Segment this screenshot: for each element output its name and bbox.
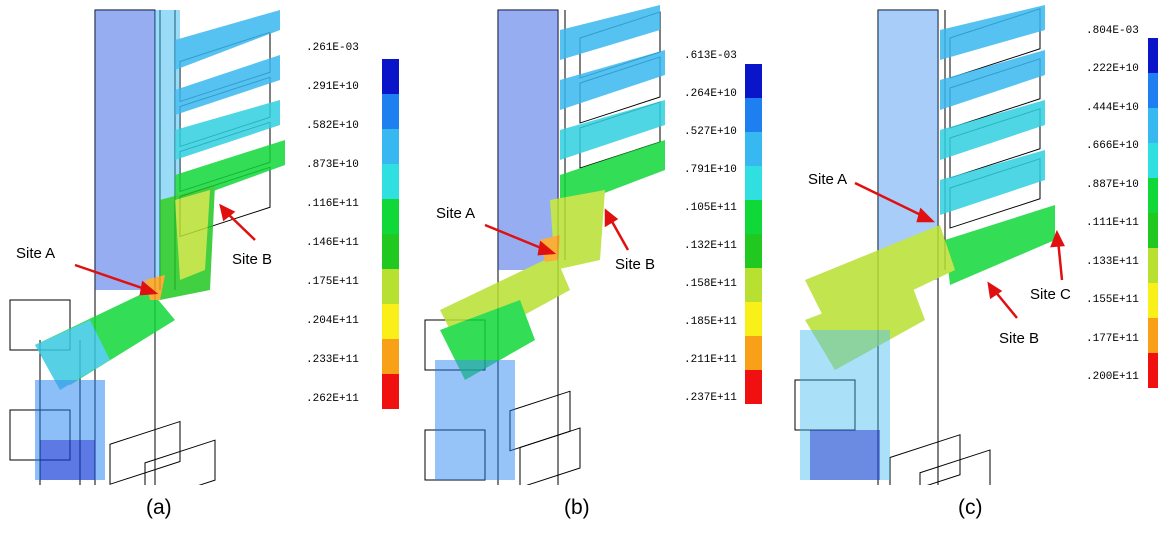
legend-value: .666E+10 [1086, 140, 1139, 152]
panel-c: Site A Site B Site C .804E-03 .222E+10 .… [790, 0, 1158, 539]
legend-value: .613E-03 [684, 50, 737, 62]
legend-value: .261E-03 [306, 42, 359, 54]
colorbar-a [382, 59, 399, 409]
legend-value: .132E+11 [684, 240, 737, 252]
flow-visualization-c [794, 5, 1065, 485]
legend-value: .146E+11 [306, 237, 359, 249]
legend-value: .233E+11 [306, 354, 359, 366]
legend-value: .291E+10 [306, 81, 359, 93]
caption-c: (c) [958, 496, 983, 519]
legend-value: .204E+11 [306, 315, 359, 327]
legend-value: .185E+11 [684, 316, 737, 328]
legend-value: .175E+11 [306, 276, 359, 288]
legend-value: .105E+11 [684, 202, 737, 214]
legend-value: .200E+11 [1086, 371, 1139, 383]
flow-visualization-a [9, 9, 285, 485]
site-a-label: Site A [436, 205, 476, 222]
legend-value: .133E+11 [1086, 256, 1139, 268]
legend-value: .791E+10 [684, 164, 737, 176]
legend-value: .116E+11 [306, 198, 359, 210]
caption-a: (a) [146, 496, 172, 519]
legend-value: .222E+10 [1086, 63, 1139, 75]
panel-b: Site A Site B .613E-03 .264E+10 .527E+10… [420, 0, 762, 539]
colorbar-b [745, 64, 762, 404]
legend-value: .211E+11 [684, 354, 737, 366]
site-b-label: Site B [232, 251, 273, 268]
colorbar-c [1148, 38, 1158, 388]
panel-a: Site A Site B .261E-03 .291E+10 .582E+10… [0, 0, 399, 539]
flow-visualization-b [424, 5, 665, 485]
site-b-label: Site B [615, 256, 656, 273]
site-a-label: Site A [16, 245, 56, 262]
legend-value: .582E+10 [306, 120, 359, 132]
legend-value: .237E+11 [684, 392, 737, 404]
legend-value: .262E+11 [306, 393, 359, 405]
legend-value: .804E-03 [1086, 25, 1139, 37]
caption-b: (b) [564, 496, 590, 519]
legend-value: .887E+10 [1086, 179, 1139, 191]
legend-value: .264E+10 [684, 88, 737, 100]
legend-value: .177E+11 [1086, 333, 1139, 345]
legend-value: .444E+10 [1086, 102, 1139, 114]
site-a-label: Site A [808, 171, 848, 188]
legend-value: .158E+11 [684, 278, 737, 290]
legend-value: .873E+10 [306, 159, 359, 171]
site-c-label: Site C [1030, 286, 1071, 303]
site-b-label: Site B [999, 330, 1040, 347]
legend-value: .527E+10 [684, 126, 737, 138]
legend-value: .155E+11 [1086, 294, 1139, 306]
legend-value: .111E+11 [1086, 217, 1139, 229]
